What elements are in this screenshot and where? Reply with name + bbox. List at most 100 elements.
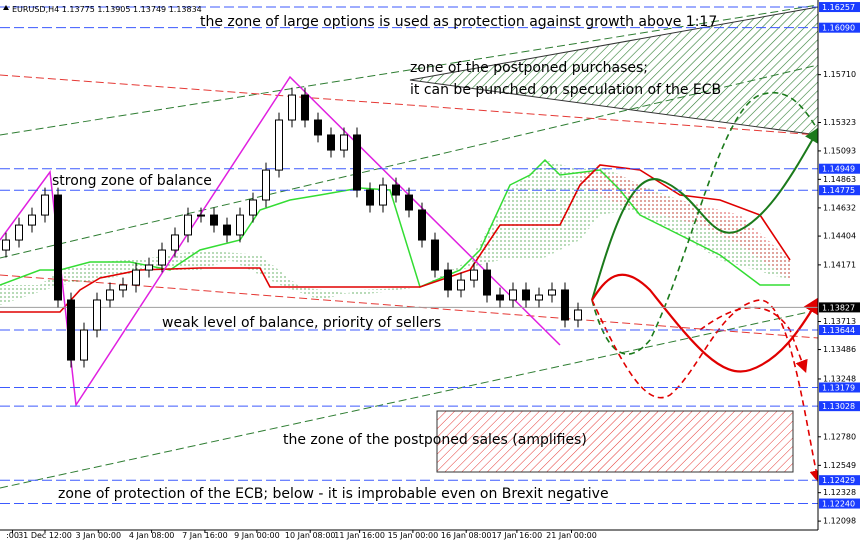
- x-tick-label: 4 Jan 08:00: [129, 531, 175, 540]
- y-tick-label: 1.15710: [823, 70, 856, 79]
- sales-zone: [436, 410, 794, 473]
- channel-line: [0, 64, 819, 259]
- x-tick-label: 17 Jan 16:00: [492, 531, 543, 540]
- level-box: [819, 302, 860, 313]
- candle-body: [301, 94, 309, 121]
- candle-body: [145, 264, 153, 271]
- level-box: [819, 22, 860, 33]
- y-tick-label: 1.13486: [823, 345, 856, 354]
- zigzag: [0, 75, 561, 408]
- candle-body: [509, 289, 517, 301]
- annotation: it can be punched on speculation of the …: [410, 82, 721, 98]
- y-tick-label: 1.15093: [823, 146, 856, 155]
- candle-body: [223, 224, 231, 236]
- candle-body: [405, 194, 413, 211]
- y-tick-label: 1.13713: [823, 317, 856, 326]
- level-label: 1.12429: [822, 476, 855, 485]
- forecast: [591, 92, 819, 355]
- candle-body: [574, 309, 582, 321]
- candle-body: [431, 239, 439, 271]
- annotation: weak level of balance, priority of selle…: [162, 315, 441, 331]
- level-label: 1.13827: [822, 303, 855, 312]
- candle-body: [366, 189, 374, 206]
- x-tick-label: 7 Jan 16:00: [182, 531, 228, 540]
- candle-body: [93, 299, 101, 331]
- level-label: 1.13644: [822, 326, 855, 335]
- y-tick-label: 1.13248: [823, 374, 856, 383]
- candle-body: [132, 269, 140, 286]
- forecast: [591, 273, 821, 373]
- x-tick-label: 10 Jan 08:00: [285, 531, 336, 540]
- y-tick-label: 1.14171: [823, 260, 856, 269]
- candle-body: [340, 134, 348, 151]
- level-box: [819, 185, 860, 196]
- y-tick-label: 1.15323: [823, 118, 856, 127]
- level-box: [819, 382, 860, 393]
- annotation: zone of protection of the ECB; below - i…: [58, 486, 609, 502]
- y-tick-label: 1.12549: [823, 461, 856, 470]
- candle-body: [535, 294, 543, 301]
- candle-body: [54, 194, 62, 301]
- forecast: [591, 299, 823, 484]
- level-label: 1.14775: [822, 186, 855, 195]
- candle-body: [67, 299, 75, 361]
- level-box: [819, 401, 860, 412]
- candle-body: [80, 329, 88, 361]
- y-tick-label: 1.14404: [823, 232, 856, 241]
- level-box: [819, 498, 860, 509]
- x-tick-label: 15 Jan 00:00: [388, 531, 439, 540]
- symbol: EURUSD,H4: [12, 5, 59, 14]
- candle-body: [15, 224, 23, 241]
- level-label: 1.16257: [822, 3, 855, 12]
- level-label: 1.13179: [822, 383, 855, 392]
- level-box: [819, 2, 860, 13]
- candle-body: [158, 249, 166, 266]
- x-tick-label: 21 Jan 00:00: [546, 531, 597, 540]
- candle-body: [444, 269, 452, 291]
- price-axis: [818, 0, 860, 540]
- candle-body: [470, 269, 478, 281]
- quote-value: 1.13775: [62, 5, 95, 14]
- x-tick-label: :00: [6, 531, 19, 540]
- channel-line: [0, 4, 819, 136]
- candle-body: [28, 214, 36, 226]
- candle-body: [483, 269, 491, 296]
- level-box: [819, 163, 860, 174]
- x-tick-label: 11 Jan 16:00: [334, 531, 385, 540]
- y-tick-label: 1.14632: [823, 203, 856, 212]
- x-tick-label: 3 Jan 00:00: [76, 531, 122, 540]
- candle-body: [2, 239, 10, 251]
- quote-value: 1.13749: [133, 5, 166, 14]
- candle-body: [522, 289, 530, 301]
- candle-body: [561, 289, 569, 321]
- level-label: 1.14949: [822, 165, 855, 174]
- candle-body: [249, 199, 257, 216]
- candle-body: [119, 284, 127, 291]
- candle-body: [379, 184, 387, 206]
- candle-body: [41, 194, 49, 216]
- candle-body: [236, 214, 244, 236]
- candle-body: [496, 294, 504, 301]
- candle-body: [184, 214, 192, 236]
- channel-line: [0, 74, 819, 136]
- level-box: [819, 325, 860, 336]
- candle-body: [548, 289, 556, 296]
- y-tick-label: 1.12780: [823, 432, 856, 441]
- level-label: 1.13028: [822, 402, 855, 411]
- candle-body: [353, 134, 361, 191]
- candle-body: [327, 134, 335, 151]
- candle-body: [418, 209, 426, 241]
- forecast: [591, 126, 820, 301]
- annotation: zone of the postponed purchases;: [410, 60, 648, 76]
- x-tick-label: 9 Jan 00:00: [234, 531, 280, 540]
- y-tick-label: 1.14863: [823, 175, 856, 184]
- candle-body: [314, 119, 322, 136]
- level-label: 1.12240: [822, 500, 855, 509]
- candle-body: [288, 94, 296, 121]
- channel-line: [0, 309, 819, 489]
- quote-value: 1.13905: [97, 5, 130, 14]
- candle-body: [171, 234, 179, 251]
- symbol-icon: [3, 5, 9, 10]
- candle-body: [197, 214, 205, 217]
